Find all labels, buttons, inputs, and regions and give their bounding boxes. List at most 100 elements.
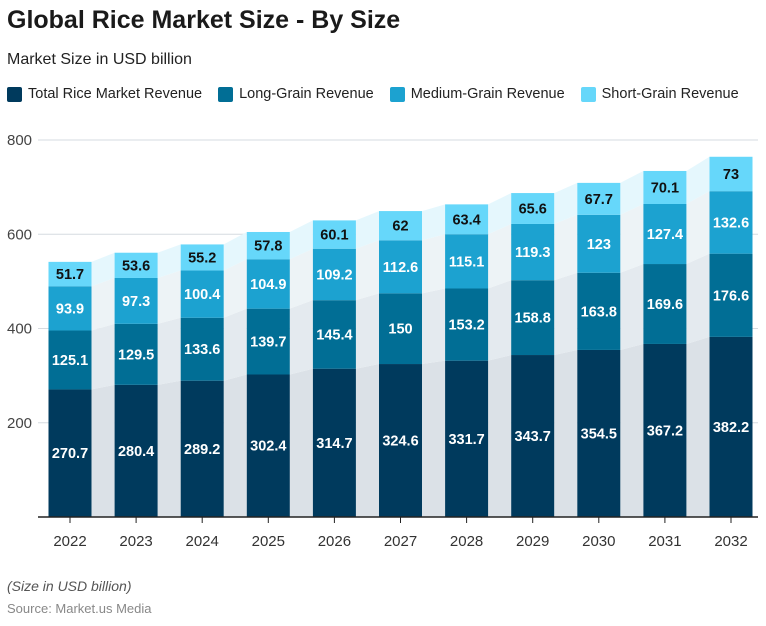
connector-band (223, 259, 247, 318)
connector-band (289, 300, 313, 375)
connector-band (554, 214, 578, 281)
bar-segment (577, 349, 621, 517)
bar-segment (48, 389, 92, 517)
bar-segment (379, 293, 422, 365)
connector-band (355, 211, 379, 249)
data-label: 343.7 (515, 429, 551, 445)
legend-swatch (218, 86, 234, 102)
bar-segment (312, 220, 356, 249)
data-label: 112.6 (383, 260, 419, 276)
y-tick-label: 200 (7, 415, 32, 432)
connector-band (686, 191, 710, 265)
data-label: 302.4 (250, 439, 286, 455)
x-tick-label: 2030 (582, 533, 615, 550)
bar-segment (180, 244, 224, 271)
bar-segment (445, 204, 489, 235)
data-label: 97.3 (122, 294, 150, 310)
data-label: 119.3 (515, 245, 551, 261)
connector-band (223, 308, 247, 381)
data-label: 289.2 (184, 442, 220, 458)
connector-band (289, 220, 313, 260)
bar-segment (114, 252, 158, 278)
data-label: 331.7 (448, 432, 484, 448)
x-tick-label: 2022 (53, 533, 86, 550)
x-tick-label: 2023 (119, 533, 152, 550)
bar-segment (577, 214, 621, 273)
connector-band (488, 355, 512, 517)
bar-segment (180, 270, 224, 318)
connector-band (91, 277, 115, 331)
connector-band (289, 248, 313, 309)
data-label: 55.2 (188, 250, 216, 266)
data-label: 145.4 (316, 327, 352, 343)
data-label: 132.6 (713, 215, 749, 231)
data-label: 169.6 (647, 297, 683, 313)
bar-segment (445, 360, 489, 517)
data-label: 73 (723, 167, 739, 183)
data-label: 133.6 (184, 342, 220, 358)
bar-segment (577, 182, 621, 215)
connector-band (422, 234, 446, 294)
bar-segment (246, 259, 290, 309)
data-label: 63.4 (452, 212, 480, 228)
connector-band (488, 193, 512, 235)
bar-segment (643, 203, 687, 265)
data-label: 270.7 (52, 446, 88, 462)
data-label: 314.7 (316, 436, 352, 452)
data-label: 150 (388, 322, 412, 338)
bar-segment (511, 193, 555, 224)
data-label: 280.4 (118, 444, 154, 460)
data-label: 104.9 (250, 277, 286, 293)
connector-band (355, 293, 379, 369)
data-label: 367.2 (647, 423, 683, 439)
connector-band (554, 272, 578, 356)
bar-segment (709, 253, 753, 337)
legend-label: Long-Grain Revenue (239, 86, 374, 102)
legend-item-medium: Medium-Grain Revenue (389, 86, 565, 102)
bar-segment (643, 264, 687, 344)
bar-segment (643, 170, 687, 204)
data-label: 70.1 (651, 180, 679, 196)
x-tick-label: 2028 (450, 533, 483, 550)
data-label: 324.6 (382, 434, 418, 450)
bar-segment (114, 384, 158, 517)
legend-item-long: Long-Grain Revenue (218, 86, 374, 102)
connector-band (355, 240, 379, 301)
data-label: 53.6 (122, 258, 150, 274)
connector-band (620, 343, 644, 517)
connector-band (422, 288, 446, 365)
connector-band (157, 380, 181, 517)
connector-band (686, 253, 710, 344)
data-label: 62 (392, 219, 408, 235)
connector-band (620, 203, 644, 273)
x-tick-label: 2029 (516, 533, 549, 550)
data-label: 176.6 (713, 288, 749, 304)
legend-label: Medium-Grain Revenue (410, 86, 565, 102)
connector-band (223, 231, 247, 271)
connector-band (488, 223, 512, 289)
bar-segment (312, 300, 356, 369)
data-label: 65.6 (519, 202, 547, 218)
connector-band (289, 368, 313, 517)
legend-label: Total Rice Market Revenue (28, 86, 203, 102)
data-label: 51.7 (56, 267, 84, 283)
legend: Total Rice Market Revenue Long-Grain Rev… (7, 86, 739, 102)
data-label: 123 (587, 237, 611, 253)
connector-band (422, 360, 446, 517)
legend-label: Short-Grain Revenue (601, 86, 739, 102)
connector-band (620, 170, 644, 215)
connector-band (686, 336, 710, 517)
bar-segment (312, 368, 356, 517)
data-label: 158.8 (515, 311, 551, 327)
size-note: (Size in USD billion) (7, 578, 132, 594)
bar-segment (511, 355, 555, 517)
bar-segment (114, 323, 158, 385)
bar-segment (114, 277, 158, 324)
bar-segment (577, 272, 621, 350)
connector-band (157, 270, 181, 324)
legend-swatch (7, 86, 22, 102)
x-tick-label: 2027 (384, 533, 417, 550)
bar-segment (445, 288, 489, 361)
connector-band (554, 349, 578, 517)
data-label: 382.2 (713, 420, 749, 436)
